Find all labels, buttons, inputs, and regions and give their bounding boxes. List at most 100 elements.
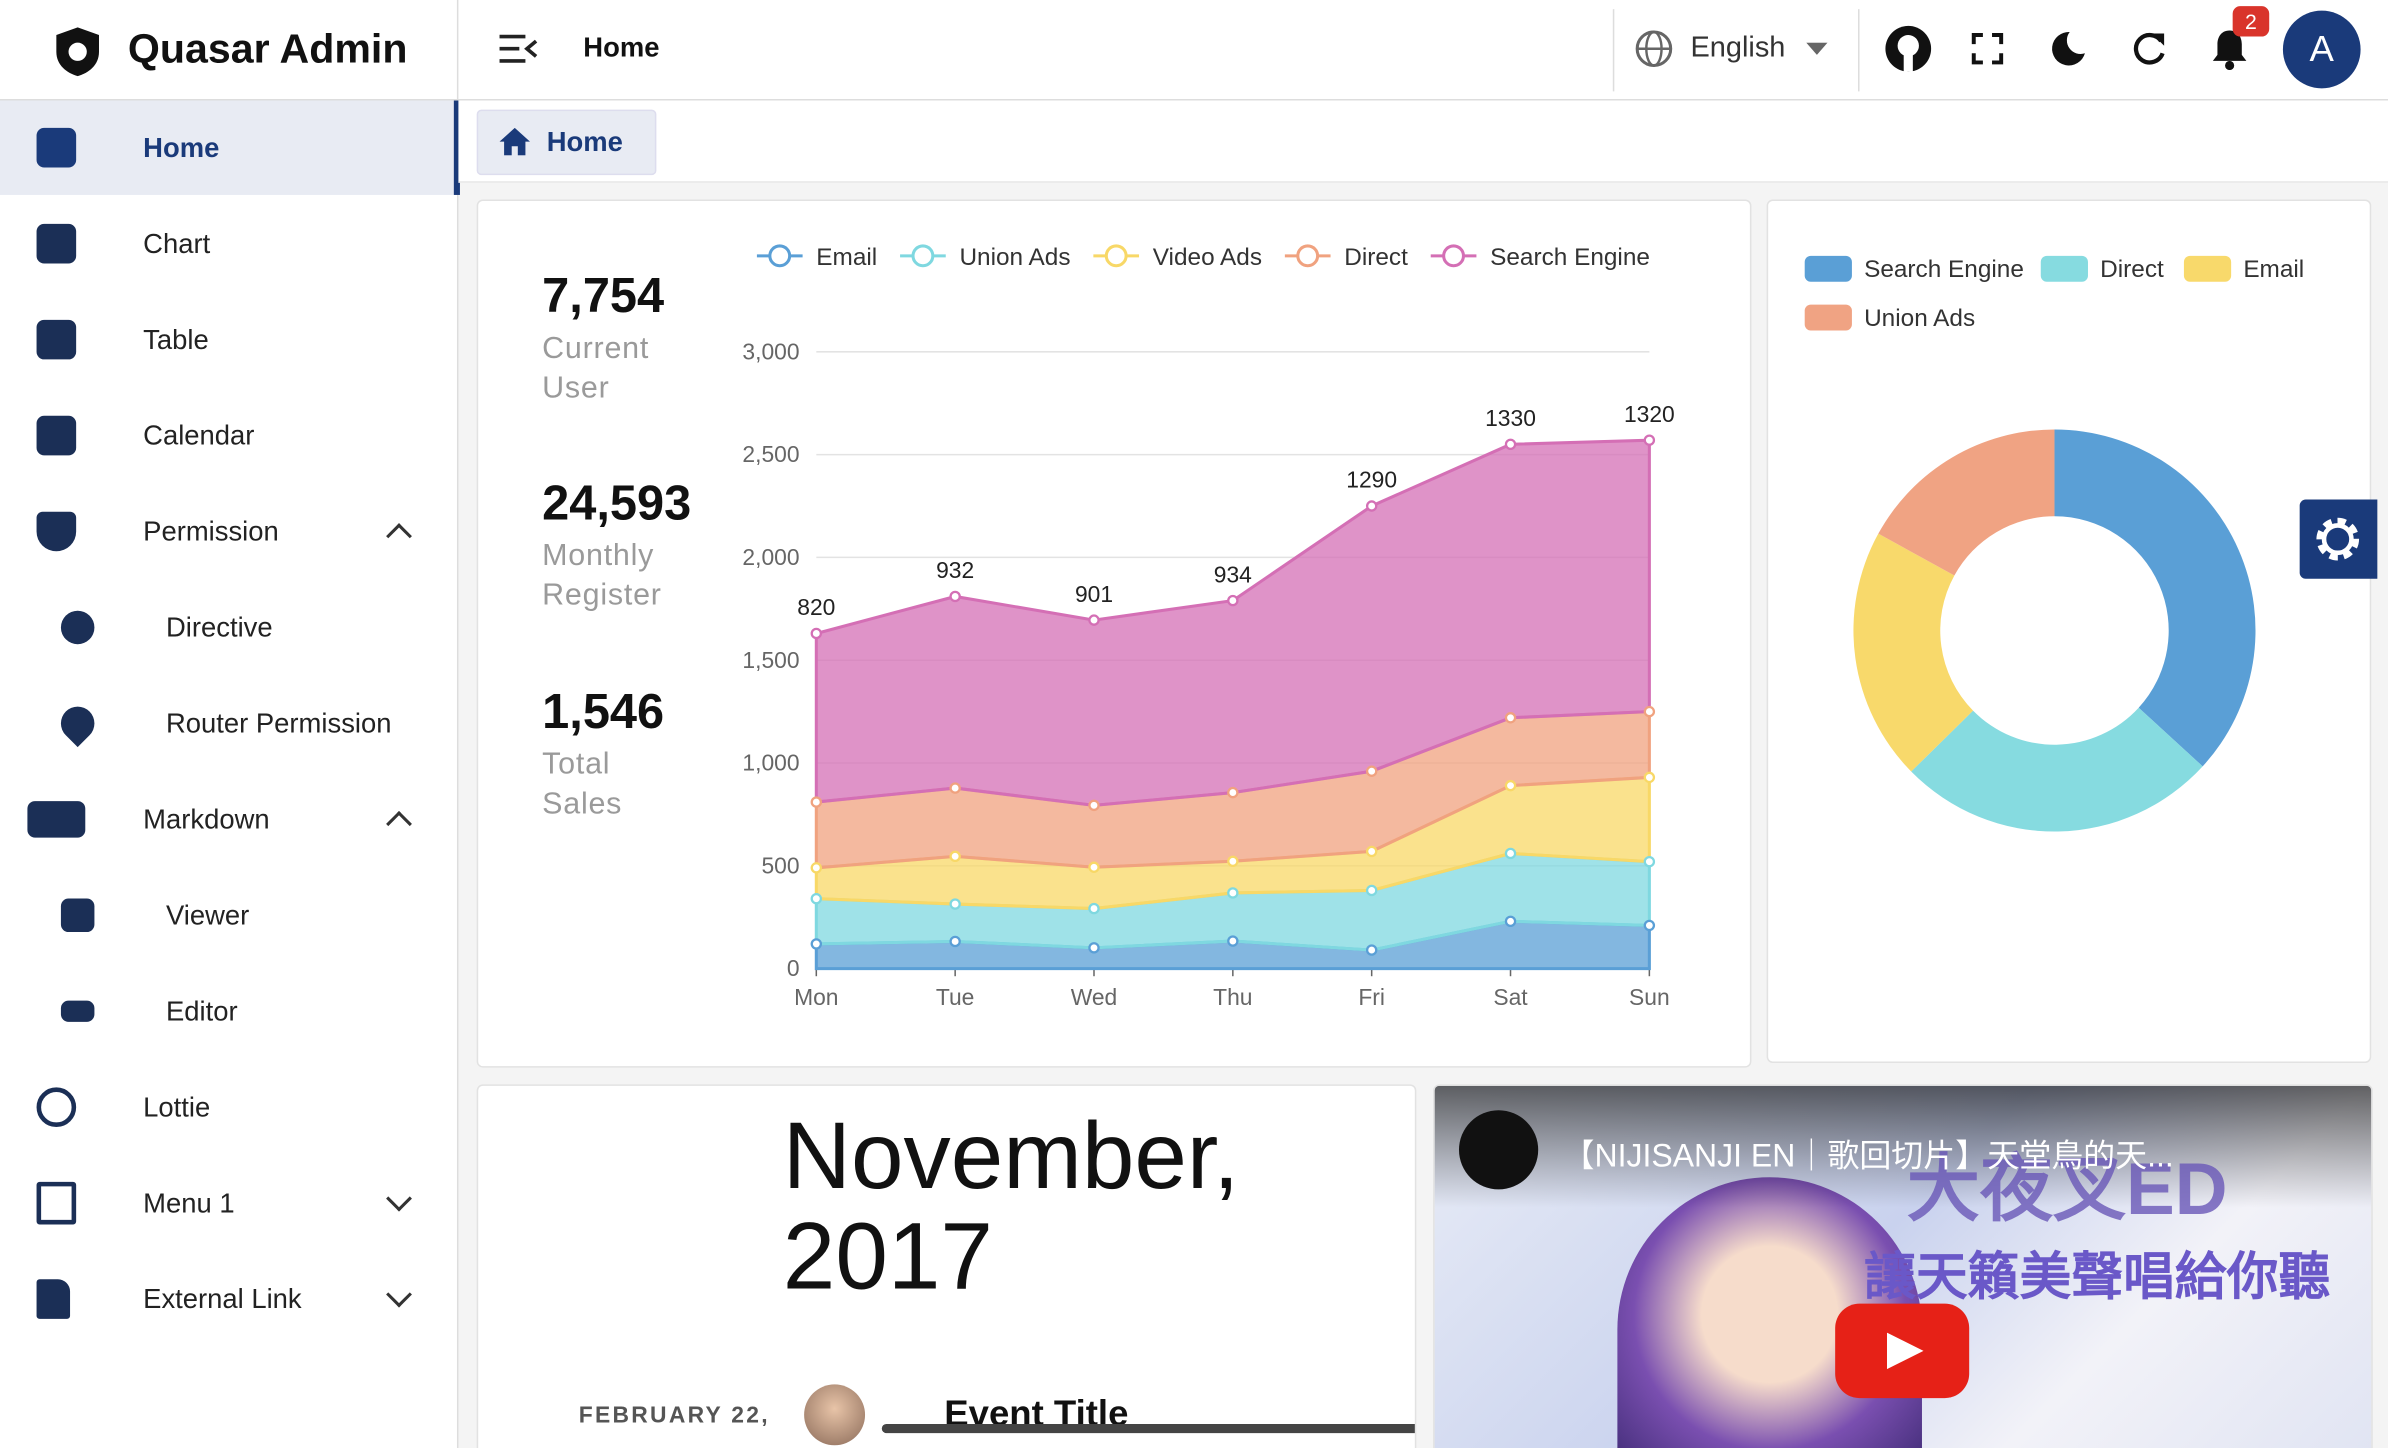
settings-button[interactable] bbox=[2299, 499, 2378, 579]
dark-mode-icon[interactable] bbox=[2048, 29, 2088, 69]
nav-item[interactable]: Menu 1 bbox=[0, 1156, 454, 1250]
point bbox=[1227, 855, 1239, 867]
legend-marker bbox=[1442, 244, 1465, 268]
header-title: Home bbox=[583, 31, 660, 63]
legend-label: Email bbox=[2243, 256, 2304, 283]
data-label: 1330 bbox=[1485, 405, 1536, 431]
play-button[interactable] bbox=[1835, 1303, 1970, 1399]
scrollbar bbox=[881, 1423, 1415, 1434]
breadcrumb-tab[interactable]: Home bbox=[476, 109, 657, 176]
stat-value: 1,546 bbox=[542, 683, 665, 739]
stat-label: Monthly Register bbox=[542, 539, 662, 613]
play-icon bbox=[1886, 1332, 1924, 1370]
nav-item[interactable]: Table bbox=[0, 292, 454, 386]
data-label: 1320 bbox=[1624, 401, 1675, 427]
legend-marker bbox=[1104, 244, 1128, 268]
point bbox=[1365, 944, 1378, 956]
nav-item[interactable]: Viewer bbox=[0, 868, 454, 962]
x-tick-label: Wed bbox=[1071, 984, 1118, 1010]
point bbox=[1227, 786, 1239, 799]
nav-label: Markdown bbox=[143, 803, 270, 834]
nav-label: External Link bbox=[143, 1283, 302, 1314]
nav-item[interactable]: Directive bbox=[0, 580, 454, 674]
y-tick-label: 0 bbox=[787, 955, 800, 981]
fullscreen-icon[interactable] bbox=[1971, 32, 2005, 66]
legend-marker bbox=[911, 244, 935, 268]
nav-label: Viewer bbox=[166, 899, 250, 930]
nav-item[interactable]: Home bbox=[0, 100, 460, 195]
legend-label: Direct bbox=[2100, 256, 2164, 283]
nav-item[interactable]: Markdown bbox=[0, 772, 454, 866]
point bbox=[810, 892, 823, 905]
stat-value: 24,593 bbox=[542, 475, 692, 530]
divider bbox=[1858, 9, 1860, 92]
point bbox=[1088, 902, 1100, 915]
legend-label: Search Engine bbox=[1490, 244, 1650, 271]
nav-label: Calendar bbox=[143, 419, 255, 451]
menu-toggle[interactable] bbox=[498, 34, 538, 64]
point bbox=[810, 627, 823, 640]
point bbox=[949, 935, 961, 948]
data-label: 820 bbox=[797, 594, 835, 620]
x-tick-label: Mon bbox=[794, 984, 838, 1010]
x-tick-label: Fri bbox=[1358, 984, 1385, 1010]
point bbox=[1504, 847, 1517, 860]
video-card[interactable]: 大夜叉ED 讓天籟美聲唱給你聽 【NIJISANJI EN｜歌回切片】天堂鳥的天… bbox=[1433, 1084, 2373, 1448]
nav-label: Editor bbox=[166, 995, 238, 1026]
divider bbox=[1612, 9, 1615, 92]
point bbox=[949, 590, 961, 603]
point bbox=[810, 796, 823, 808]
sidebar-border bbox=[456, 0, 459, 1448]
point bbox=[1365, 500, 1378, 512]
sidebar bbox=[0, 100, 457, 1448]
point bbox=[1504, 779, 1517, 792]
legend-swatch bbox=[1804, 304, 1852, 331]
notification-badge: 2 bbox=[2232, 6, 2270, 37]
avatar[interactable]: A bbox=[2282, 10, 2361, 89]
point bbox=[1643, 855, 1656, 868]
overlay-text: 大夜叉ED bbox=[1906, 1149, 2228, 1231]
notification-icon[interactable] bbox=[2210, 27, 2250, 71]
nav-item[interactable]: Chart bbox=[0, 196, 454, 290]
nav-label: Router Permission bbox=[166, 707, 392, 738]
y-tick-label: 2,500 bbox=[742, 441, 799, 467]
point bbox=[949, 898, 961, 910]
refresh-icon[interactable] bbox=[2129, 29, 2169, 69]
github-icon[interactable] bbox=[1884, 24, 1933, 73]
point bbox=[1088, 799, 1100, 812]
nav-item[interactable]: Permission bbox=[0, 484, 454, 578]
y-tick-label: 2,000 bbox=[742, 544, 799, 570]
stat-value: 7,754 bbox=[542, 268, 665, 323]
data-label: 1290 bbox=[1346, 467, 1397, 493]
stat-label: Current User bbox=[542, 332, 650, 406]
point bbox=[1088, 861, 1100, 873]
nav-label: Lottie bbox=[143, 1091, 211, 1122]
brand: Quasar Admin bbox=[127, 25, 408, 72]
donut-slice bbox=[2054, 429, 2256, 767]
point bbox=[1227, 935, 1239, 947]
nav-label: Permission bbox=[143, 515, 279, 546]
point bbox=[1504, 915, 1517, 928]
nav-item[interactable]: Calendar bbox=[0, 388, 454, 482]
language-select[interactable]: English bbox=[1690, 31, 1786, 64]
nav-item[interactable]: Router Permission bbox=[0, 676, 454, 770]
point bbox=[810, 938, 823, 950]
globe-icon bbox=[1635, 30, 1673, 68]
donut-slice bbox=[1853, 533, 1974, 772]
calendar-card: November, 2017 FEBRUARY 22, Event Title bbox=[476, 1084, 1417, 1448]
point bbox=[1088, 942, 1100, 954]
nav-item[interactable]: External Link bbox=[0, 1252, 454, 1346]
gear-icon bbox=[2316, 517, 2360, 561]
nav-item[interactable]: Lottie bbox=[0, 1060, 454, 1154]
legend-label: Direct bbox=[1344, 244, 1408, 271]
nav-item[interactable]: Editor bbox=[0, 964, 454, 1058]
legend-marker bbox=[768, 244, 792, 268]
event-date: FEBRUARY 22, bbox=[578, 1402, 770, 1429]
legend-swatch bbox=[2183, 255, 2232, 282]
nav-label: Directive bbox=[166, 611, 273, 642]
video-title: 【NIJISANJI EN｜歌回切片】天堂鳥的天... bbox=[1562, 1139, 2174, 1175]
legend-label: Video Ads bbox=[1153, 244, 1262, 271]
